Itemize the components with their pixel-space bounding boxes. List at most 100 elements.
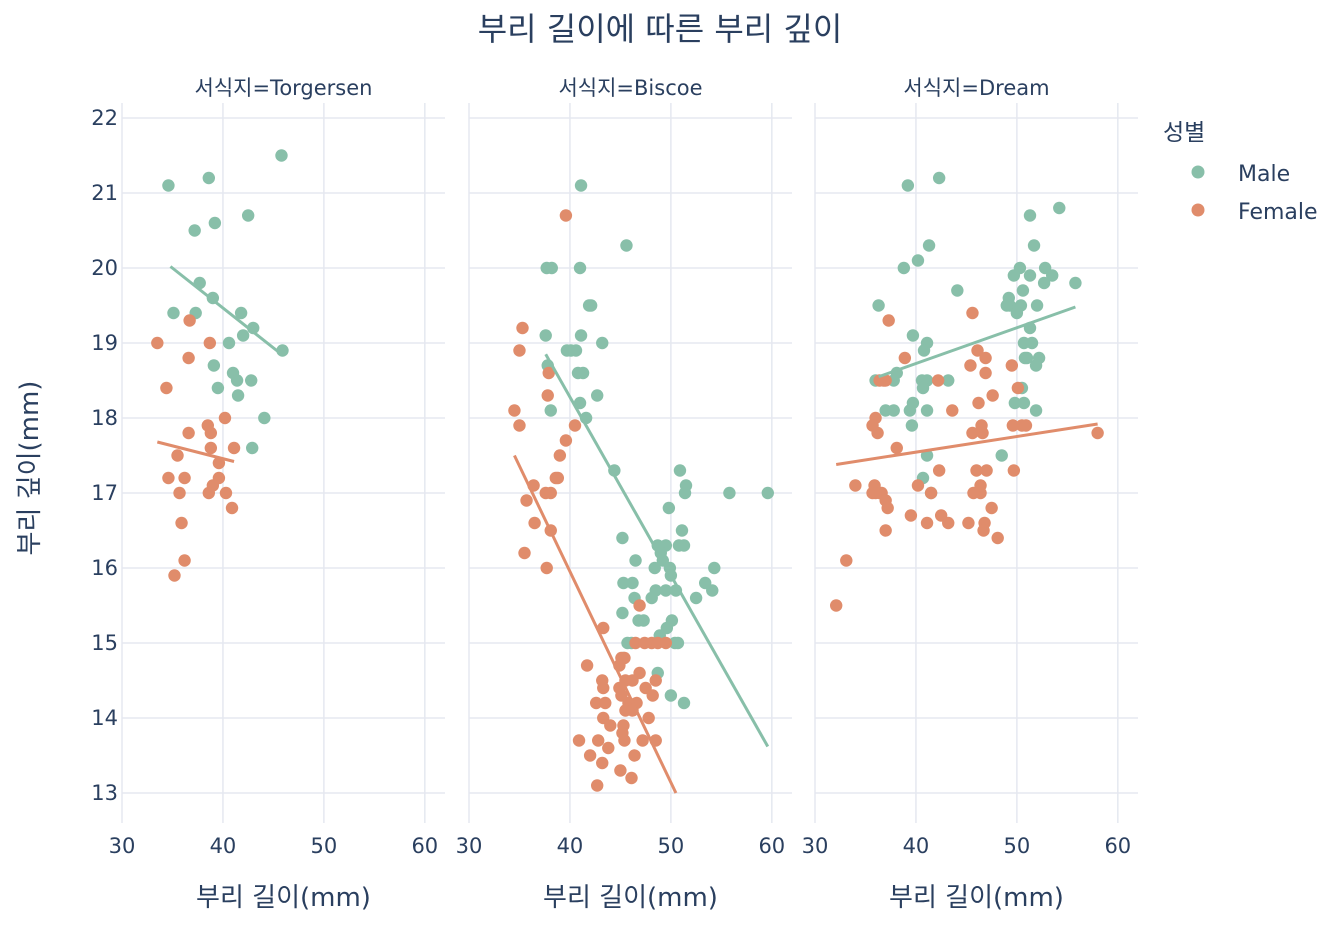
data-point-male [678, 486, 692, 500]
x-tick-label: 60 [1104, 834, 1131, 858]
trendline-female [835, 422, 1098, 466]
data-point-male [1016, 284, 1030, 297]
data-point-female [597, 621, 610, 635]
x-tick-label: 40 [210, 834, 237, 858]
data-point-female [971, 344, 984, 357]
x-tick-label: 40 [903, 834, 930, 858]
data-point-female [513, 344, 526, 357]
data-point-female [986, 389, 999, 402]
data-point-female [225, 501, 239, 515]
data-point-male [626, 576, 639, 590]
data-point-male [1025, 336, 1039, 350]
data-point-male [1030, 299, 1044, 312]
data-point-female [1011, 381, 1025, 395]
data-point-male [208, 216, 222, 230]
data-point-male [673, 464, 687, 477]
data-point-female [974, 479, 987, 492]
facet-title: 서식지=Biscoe [558, 76, 702, 100]
data-point-male [1029, 404, 1043, 417]
chart-title: 부리 길이에 따른 부리 깊이 [478, 10, 843, 48]
x-tick-label: 60 [758, 834, 785, 858]
data-point-male [648, 561, 661, 575]
x-tick-label: 50 [311, 834, 338, 858]
data-point-male [211, 381, 225, 395]
data-point-female [980, 464, 993, 477]
data-point-male [569, 344, 583, 357]
data-point-female [946, 404, 959, 417]
data-point-male [539, 329, 552, 342]
data-point-male [596, 336, 609, 350]
legend-marker-male [1191, 165, 1205, 179]
data-point-male [903, 404, 917, 417]
data-point-female [597, 681, 610, 695]
data-point-female [162, 471, 175, 485]
data-point-female [979, 351, 992, 365]
legend-label-female: Female [1238, 200, 1318, 225]
data-point-female [966, 426, 979, 440]
x-tick-label: 30 [109, 834, 136, 858]
data-point-female [528, 516, 541, 530]
data-point-male [590, 389, 604, 402]
data-point-male [1023, 269, 1037, 282]
data-point-female [642, 711, 655, 725]
data-point-female [580, 659, 594, 672]
facet-title: 서식지=Torgersen [195, 76, 373, 100]
data-point-male [671, 636, 685, 650]
facet-panel: 서식지=Torgersen 30 40 50 60 부리 길이(mm) 13 14 15 16 17… [91, 76, 445, 913]
data-point-female [881, 501, 894, 515]
data-point-male [951, 284, 964, 297]
data-point-male [659, 584, 673, 597]
data-point-female [649, 674, 662, 687]
data-point-female [972, 396, 985, 410]
data-point-male [1046, 269, 1059, 282]
data-point-male [230, 374, 244, 387]
data-point-male [629, 554, 642, 567]
data-point-male [574, 329, 588, 342]
data-point-female [544, 486, 557, 500]
data-point-female [924, 486, 938, 500]
x-tick-label: 50 [1004, 834, 1031, 858]
data-point-female [633, 599, 646, 612]
data-point-female [175, 516, 188, 530]
data-point-female [626, 674, 639, 687]
data-point-female [1091, 426, 1104, 440]
data-point-male [1023, 209, 1037, 222]
data-point-male [920, 404, 934, 417]
data-point-male [706, 584, 719, 597]
data-point-male [1037, 276, 1051, 290]
data-point-female [866, 419, 879, 432]
data-point-male [246, 441, 259, 455]
data-point-male [1017, 396, 1031, 410]
data-point-female [151, 336, 164, 350]
data-point-female [553, 449, 567, 462]
data-point-male [1069, 276, 1082, 290]
data-point-male [544, 404, 557, 417]
data-point-male [689, 591, 703, 605]
data-point-male [761, 486, 774, 500]
data-point-female [559, 434, 573, 447]
data-point-female [583, 749, 597, 762]
data-point-female [160, 381, 173, 395]
data-point-male [1007, 269, 1021, 282]
data-point-female [840, 554, 853, 567]
data-point-female [942, 516, 955, 530]
data-point-female [898, 351, 912, 365]
data-point-female [962, 516, 975, 530]
data-point-female [618, 734, 631, 747]
data-point-male [222, 336, 236, 350]
data-point-male [1018, 351, 1032, 365]
x-tick-label: 50 [658, 834, 685, 858]
data-point-male [545, 261, 558, 275]
data-point-female [168, 569, 181, 582]
data-point-female [869, 486, 882, 500]
data-point-male [901, 179, 915, 192]
legend: 성별 Male Female [1163, 120, 1318, 225]
facet-panel: 서식지=Dream 30 40 50 60 부리 길이(mm) [802, 76, 1138, 913]
data-point-male [188, 224, 201, 237]
y-tick-label: 18 [91, 406, 118, 430]
data-point-female [646, 689, 659, 702]
data-point-male [1053, 201, 1066, 215]
data-point-male [231, 389, 245, 402]
data-point-female [991, 531, 1004, 545]
data-point-female [1019, 419, 1033, 432]
